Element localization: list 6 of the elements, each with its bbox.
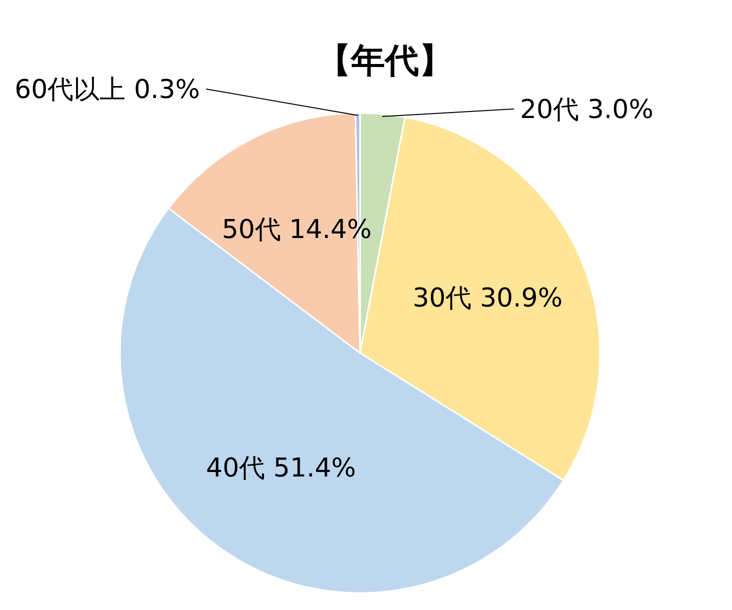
chart-title: 【年代】 (317, 41, 453, 81)
slice-label: 50代 14.4% (222, 214, 372, 245)
slice-label: 20代 3.0% (520, 95, 654, 125)
slice-label: 40代 51.4% (206, 454, 356, 484)
slice-label: 30代 30.9% (412, 283, 563, 314)
slice-label: 60代以上 0.3% (14, 75, 200, 105)
